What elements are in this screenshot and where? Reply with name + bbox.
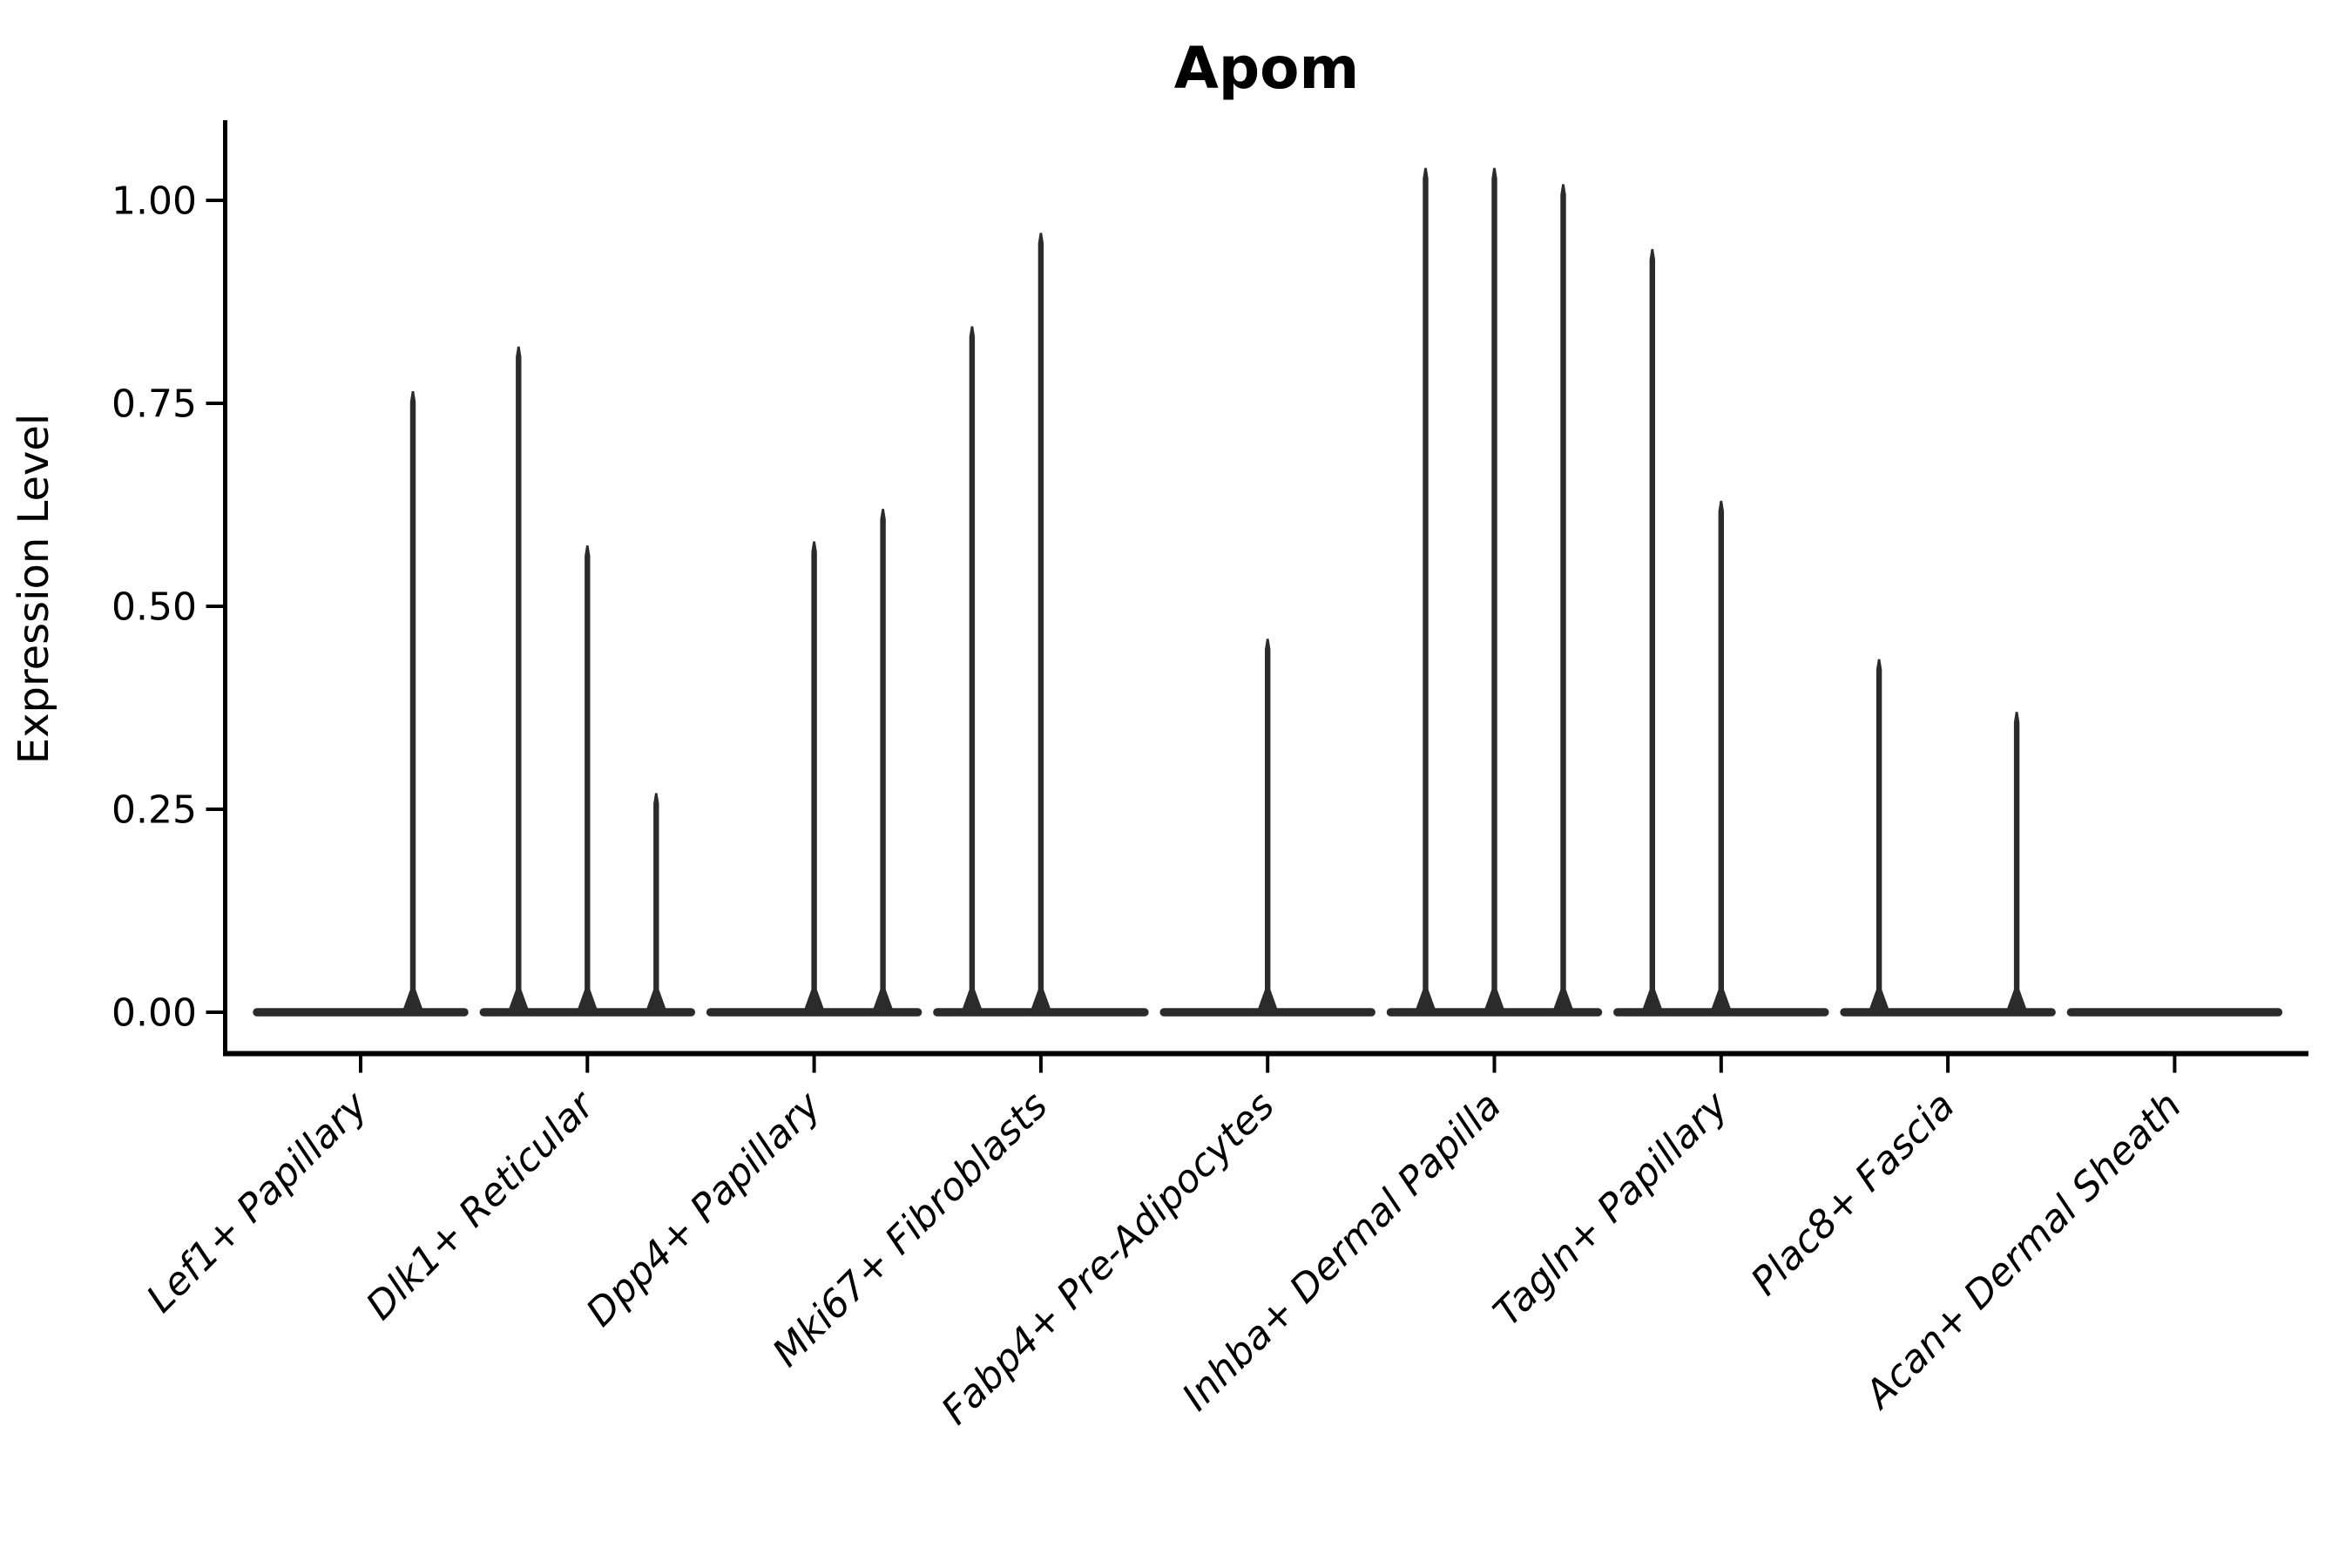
violin-6 bbox=[1386, 167, 1603, 1017]
violin-8 bbox=[1840, 659, 2056, 1017]
violin-4 bbox=[933, 233, 1149, 1017]
y-tick-label: 1.00 bbox=[112, 179, 197, 223]
violin-spike bbox=[1413, 167, 1438, 1017]
y-tick-label: 0.75 bbox=[112, 382, 197, 426]
violin-spike bbox=[1639, 248, 1665, 1016]
violin-spike bbox=[644, 793, 669, 1016]
violin-spike bbox=[1028, 233, 1053, 1016]
violin-spike bbox=[1867, 659, 1892, 1016]
violin-spike bbox=[1255, 639, 1281, 1016]
violin-5 bbox=[1159, 639, 1375, 1017]
x-tick-label: Tagln+ Papillary bbox=[1485, 1083, 1737, 1335]
violin-spike bbox=[801, 541, 827, 1016]
y-tick-label: 0.00 bbox=[112, 990, 197, 1035]
violins-layer bbox=[253, 167, 2283, 1017]
violin-spike bbox=[2004, 712, 2030, 1016]
violin-spike bbox=[959, 326, 984, 1017]
x-tick-label: Lef1+ Papillary bbox=[139, 1083, 377, 1321]
axes-layer: 0.00 0.25 0.50 0.75 1.00 Lef1+ PapillaryDlk1+… bbox=[112, 120, 2308, 1433]
x-tick-label: Dpp4+ Papillary bbox=[578, 1083, 830, 1335]
violin-1 bbox=[253, 391, 469, 1017]
violin-spike bbox=[1482, 167, 1507, 1017]
y-tick-label: 0.50 bbox=[112, 585, 197, 629]
violin-spike bbox=[1551, 184, 1576, 1017]
violin-7 bbox=[1613, 248, 1829, 1017]
y-axis-label: Expression Level bbox=[10, 414, 58, 765]
plot-title: Apom bbox=[1174, 35, 1359, 102]
y-tick-label: 0.25 bbox=[112, 787, 197, 832]
violin-spike bbox=[870, 509, 896, 1016]
violin-3 bbox=[706, 509, 923, 1017]
violin-spike bbox=[401, 391, 425, 1016]
violin-spike bbox=[575, 545, 600, 1016]
x-tick-label: Dlk1+ Reticular bbox=[358, 1082, 605, 1328]
violin-spike bbox=[506, 346, 531, 1016]
violin-2 bbox=[479, 346, 696, 1017]
violin-spike bbox=[1708, 500, 1734, 1016]
x-tick-label: Plac8+ Fascia bbox=[1742, 1084, 1963, 1304]
